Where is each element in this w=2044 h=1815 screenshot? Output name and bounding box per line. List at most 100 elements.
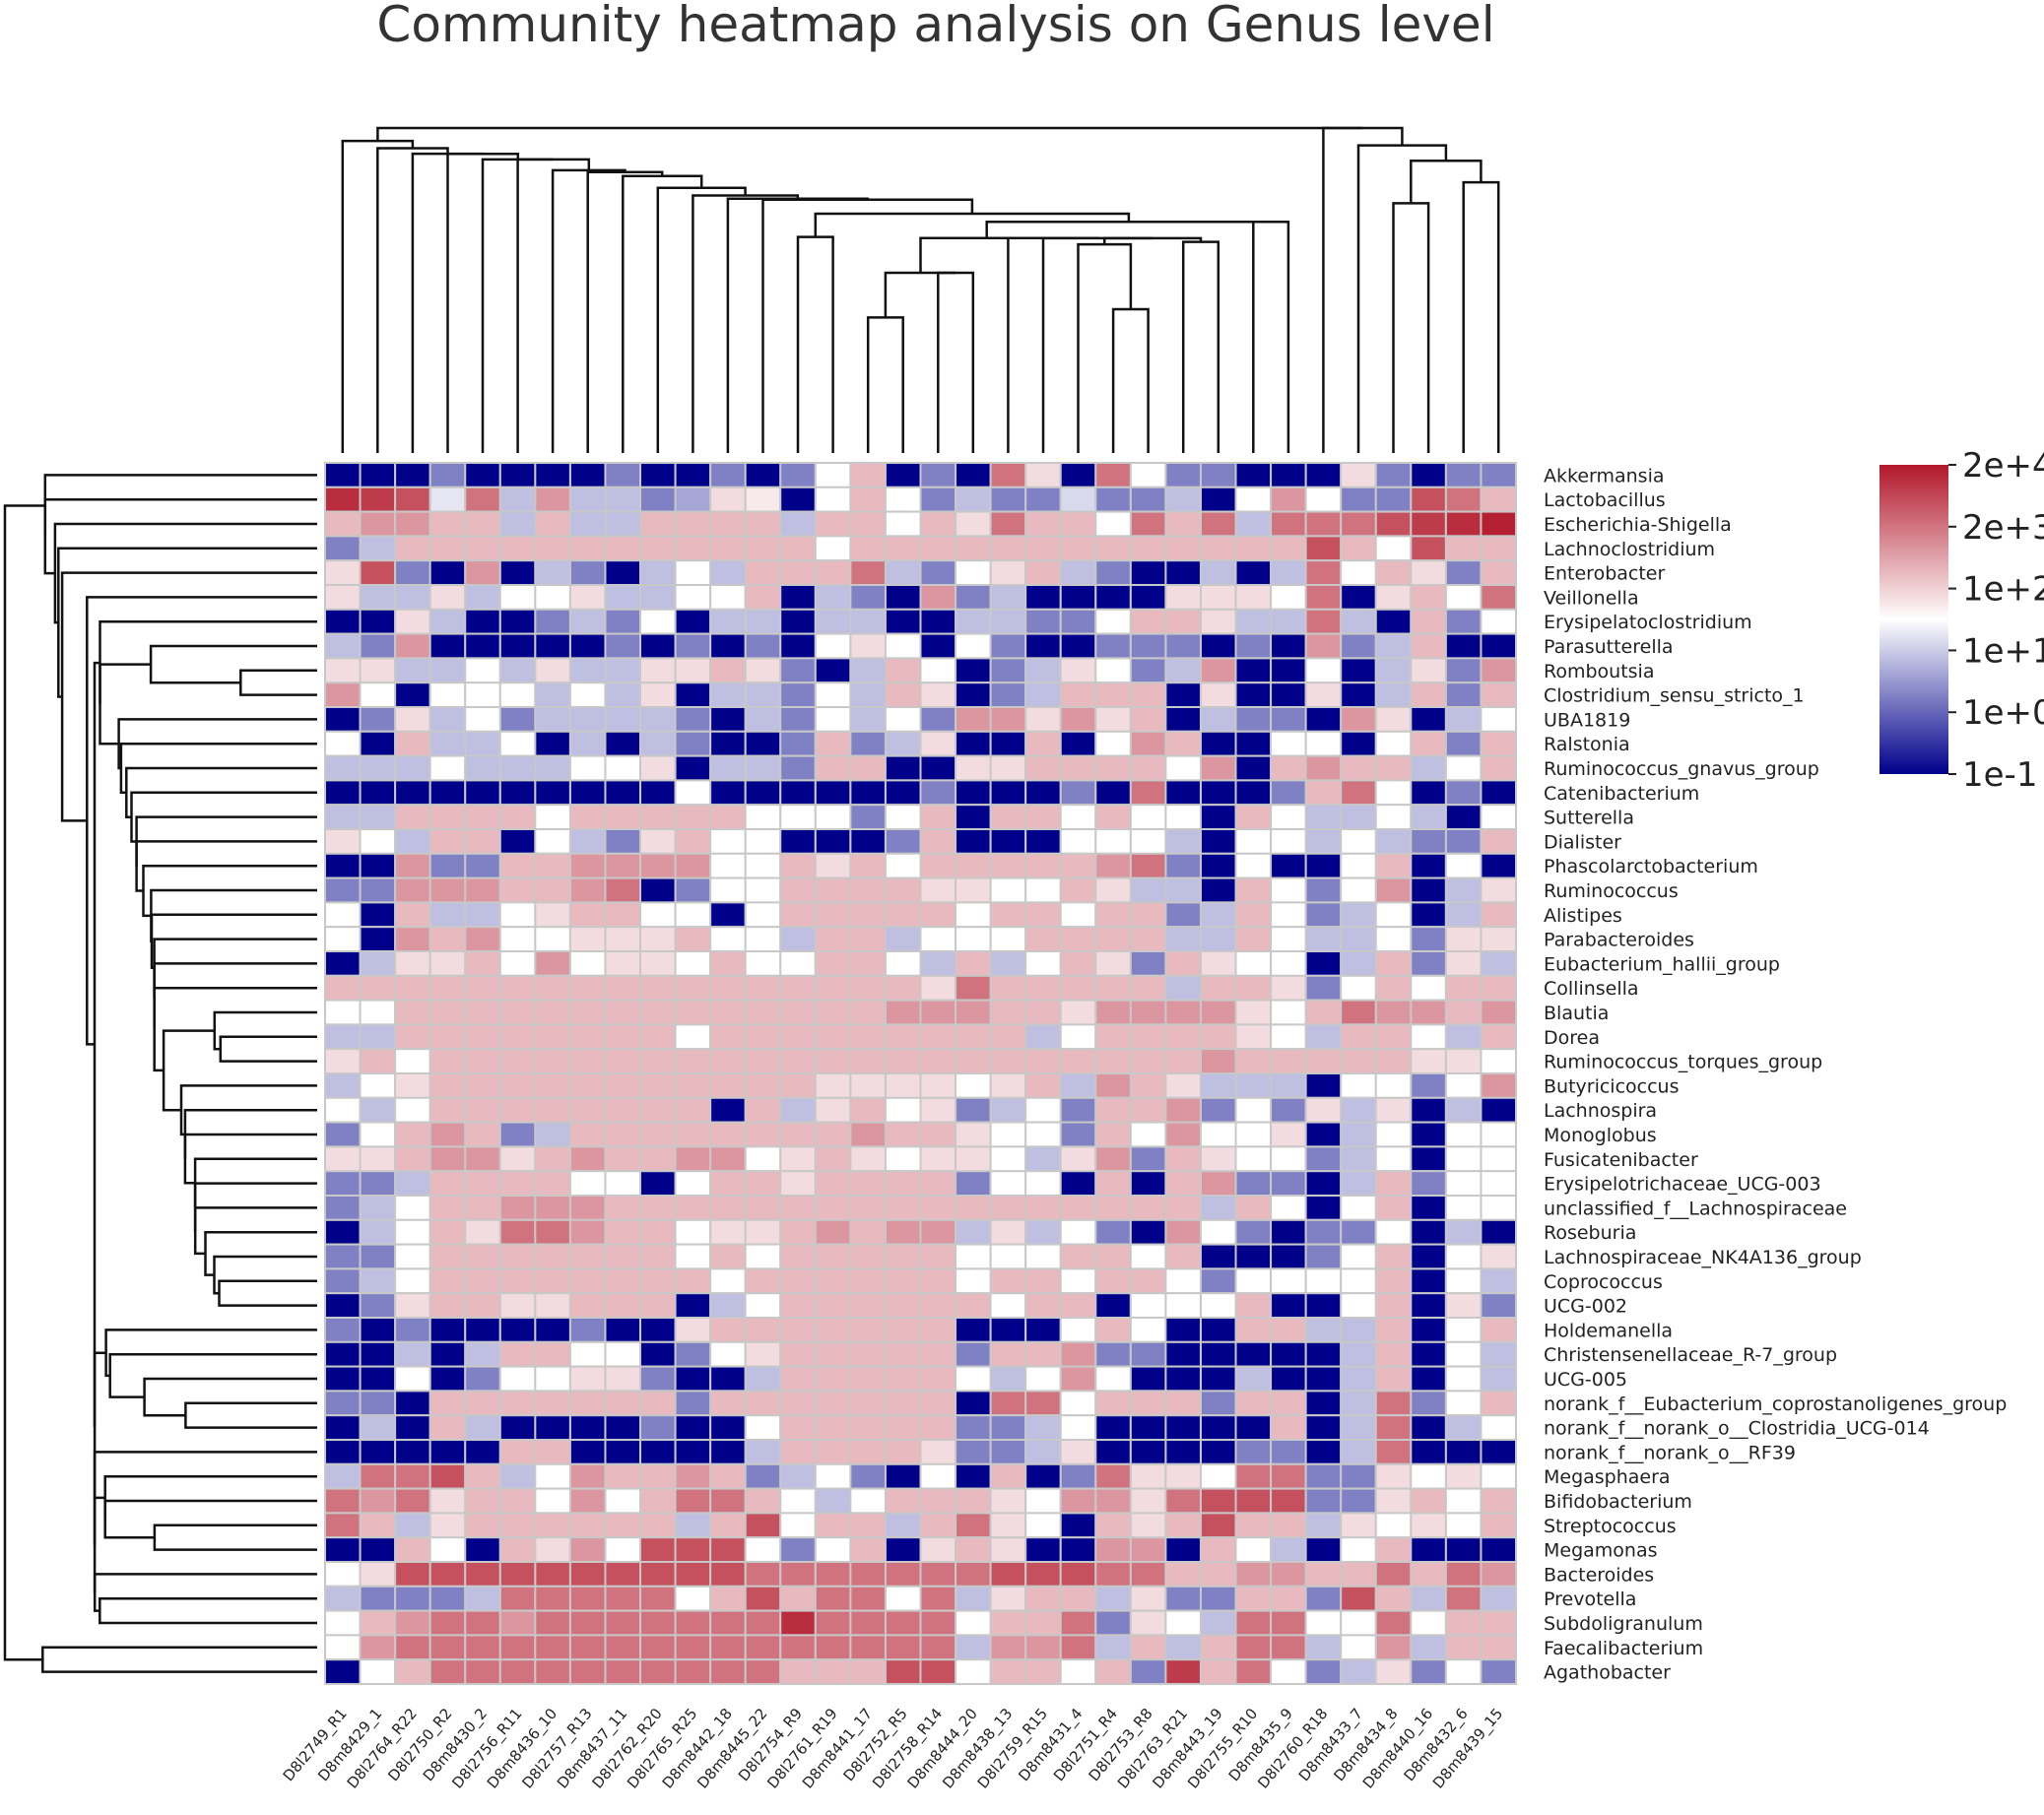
heatmap-cell bbox=[989, 706, 1027, 733]
heatmap-cell bbox=[1374, 1439, 1413, 1465]
heatmap-cell bbox=[849, 462, 887, 488]
heatmap-cell bbox=[919, 1145, 957, 1173]
heatmap-cell bbox=[955, 1023, 992, 1051]
heatmap-cell bbox=[1199, 706, 1237, 733]
heatmap-cell bbox=[1199, 608, 1237, 635]
heatmap-cell bbox=[1304, 1340, 1343, 1368]
row-label: Enterobacter bbox=[1544, 563, 1665, 585]
heatmap-cell bbox=[1270, 974, 1307, 1002]
heatmap-cell bbox=[324, 1243, 362, 1270]
heatmap-cell bbox=[359, 1048, 397, 1074]
row-label: Dorea bbox=[1544, 1027, 1600, 1049]
heatmap-cell bbox=[324, 462, 362, 488]
heatmap-cell bbox=[429, 1292, 467, 1319]
heatmap-cell bbox=[674, 779, 712, 807]
heatmap-cell bbox=[568, 584, 607, 611]
heatmap-cell bbox=[1480, 950, 1517, 977]
heatmap-cell bbox=[498, 559, 537, 587]
heatmap-cell bbox=[568, 754, 607, 782]
heatmap-cell bbox=[1199, 486, 1237, 513]
heatmap-cell bbox=[1234, 632, 1273, 660]
heatmap-cell bbox=[989, 486, 1027, 513]
heatmap-cell bbox=[1129, 876, 1167, 904]
heatmap-cell bbox=[674, 1292, 712, 1319]
heatmap-cell bbox=[779, 1121, 817, 1148]
heatmap-cell bbox=[1164, 804, 1202, 831]
heatmap-cell bbox=[1129, 1145, 1167, 1173]
heatmap-cell bbox=[1444, 608, 1483, 635]
heatmap-cell bbox=[955, 1414, 992, 1441]
heatmap-cell bbox=[989, 1512, 1027, 1539]
heatmap-cell bbox=[955, 974, 992, 1002]
heatmap-cell bbox=[814, 510, 852, 538]
heatmap-cell bbox=[1270, 632, 1307, 660]
heatmap-cell bbox=[1199, 1585, 1237, 1612]
heatmap-cell bbox=[955, 584, 992, 611]
heatmap-cell bbox=[709, 1121, 747, 1148]
heatmap-cell bbox=[1234, 1609, 1273, 1637]
heatmap-cell bbox=[1410, 1390, 1447, 1417]
heatmap-cell bbox=[359, 1317, 397, 1343]
heatmap-cell bbox=[1164, 1340, 1202, 1368]
heatmap-cell bbox=[1234, 681, 1273, 709]
heatmap-cell bbox=[1129, 1096, 1167, 1124]
heatmap-cell bbox=[498, 1145, 537, 1173]
heatmap-cell bbox=[849, 804, 887, 831]
heatmap-cell bbox=[1304, 1292, 1343, 1319]
heatmap-cell bbox=[464, 1292, 501, 1319]
heatmap-cell bbox=[359, 1658, 397, 1685]
row-label: Dialister bbox=[1544, 831, 1621, 853]
heatmap-cell bbox=[744, 754, 782, 782]
heatmap-cell bbox=[1234, 510, 1273, 538]
heatmap-cell bbox=[1480, 1536, 1517, 1563]
heatmap-cell bbox=[884, 1487, 922, 1515]
heatmap-cell bbox=[359, 486, 397, 513]
heatmap-cell bbox=[1410, 1218, 1447, 1246]
heatmap-cell bbox=[1059, 1317, 1097, 1343]
heatmap-cell bbox=[779, 1609, 817, 1637]
heatmap-cell bbox=[324, 1121, 362, 1148]
heatmap-cell bbox=[884, 657, 922, 684]
heatmap-cell bbox=[955, 779, 992, 807]
row-label: Collinsella bbox=[1544, 978, 1639, 1000]
heatmap-cell bbox=[779, 730, 817, 757]
heatmap-cell bbox=[1480, 1243, 1517, 1270]
heatmap-cell bbox=[814, 1340, 852, 1368]
heatmap-cell bbox=[1024, 1340, 1062, 1368]
heatmap-cell bbox=[744, 901, 782, 929]
heatmap-cell bbox=[1234, 462, 1273, 488]
heatmap-cell bbox=[639, 1536, 677, 1563]
heatmap-cell bbox=[464, 974, 501, 1002]
heatmap-cell bbox=[359, 974, 397, 1002]
heatmap-cell bbox=[1234, 1390, 1273, 1417]
heatmap-cell bbox=[1234, 804, 1273, 831]
heatmap-cell bbox=[604, 828, 642, 855]
heatmap-cell bbox=[919, 462, 957, 488]
heatmap-cell bbox=[1480, 876, 1517, 904]
heatmap-cell bbox=[639, 974, 677, 1002]
heatmap-cell bbox=[604, 1536, 642, 1563]
heatmap-cell bbox=[744, 1561, 782, 1588]
heatmap-cell bbox=[464, 1195, 501, 1221]
heatmap-cell bbox=[604, 584, 642, 611]
heatmap-cell bbox=[849, 706, 887, 733]
heatmap-cell bbox=[674, 1512, 712, 1539]
heatmap-cell bbox=[779, 1414, 817, 1441]
heatmap-cell bbox=[324, 1658, 362, 1685]
heatmap-cell bbox=[1480, 1072, 1517, 1099]
heatmap-cell bbox=[1059, 779, 1097, 807]
heatmap-cell bbox=[464, 1536, 501, 1563]
heatmap-cell bbox=[1444, 1414, 1483, 1441]
heatmap-cell bbox=[1164, 632, 1202, 660]
heatmap-cell bbox=[1444, 510, 1483, 538]
heatmap-cell bbox=[534, 1634, 571, 1661]
heatmap-cell bbox=[1410, 535, 1447, 562]
heatmap-cell bbox=[1234, 1536, 1273, 1563]
heatmap-cell bbox=[1410, 804, 1447, 831]
heatmap-cell bbox=[1059, 1462, 1097, 1490]
heatmap-cell bbox=[744, 1536, 782, 1563]
heatmap-cell bbox=[324, 559, 362, 587]
heatmap-cell bbox=[1480, 1609, 1517, 1637]
heatmap-cell bbox=[464, 1512, 501, 1539]
heatmap-cell bbox=[814, 876, 852, 904]
